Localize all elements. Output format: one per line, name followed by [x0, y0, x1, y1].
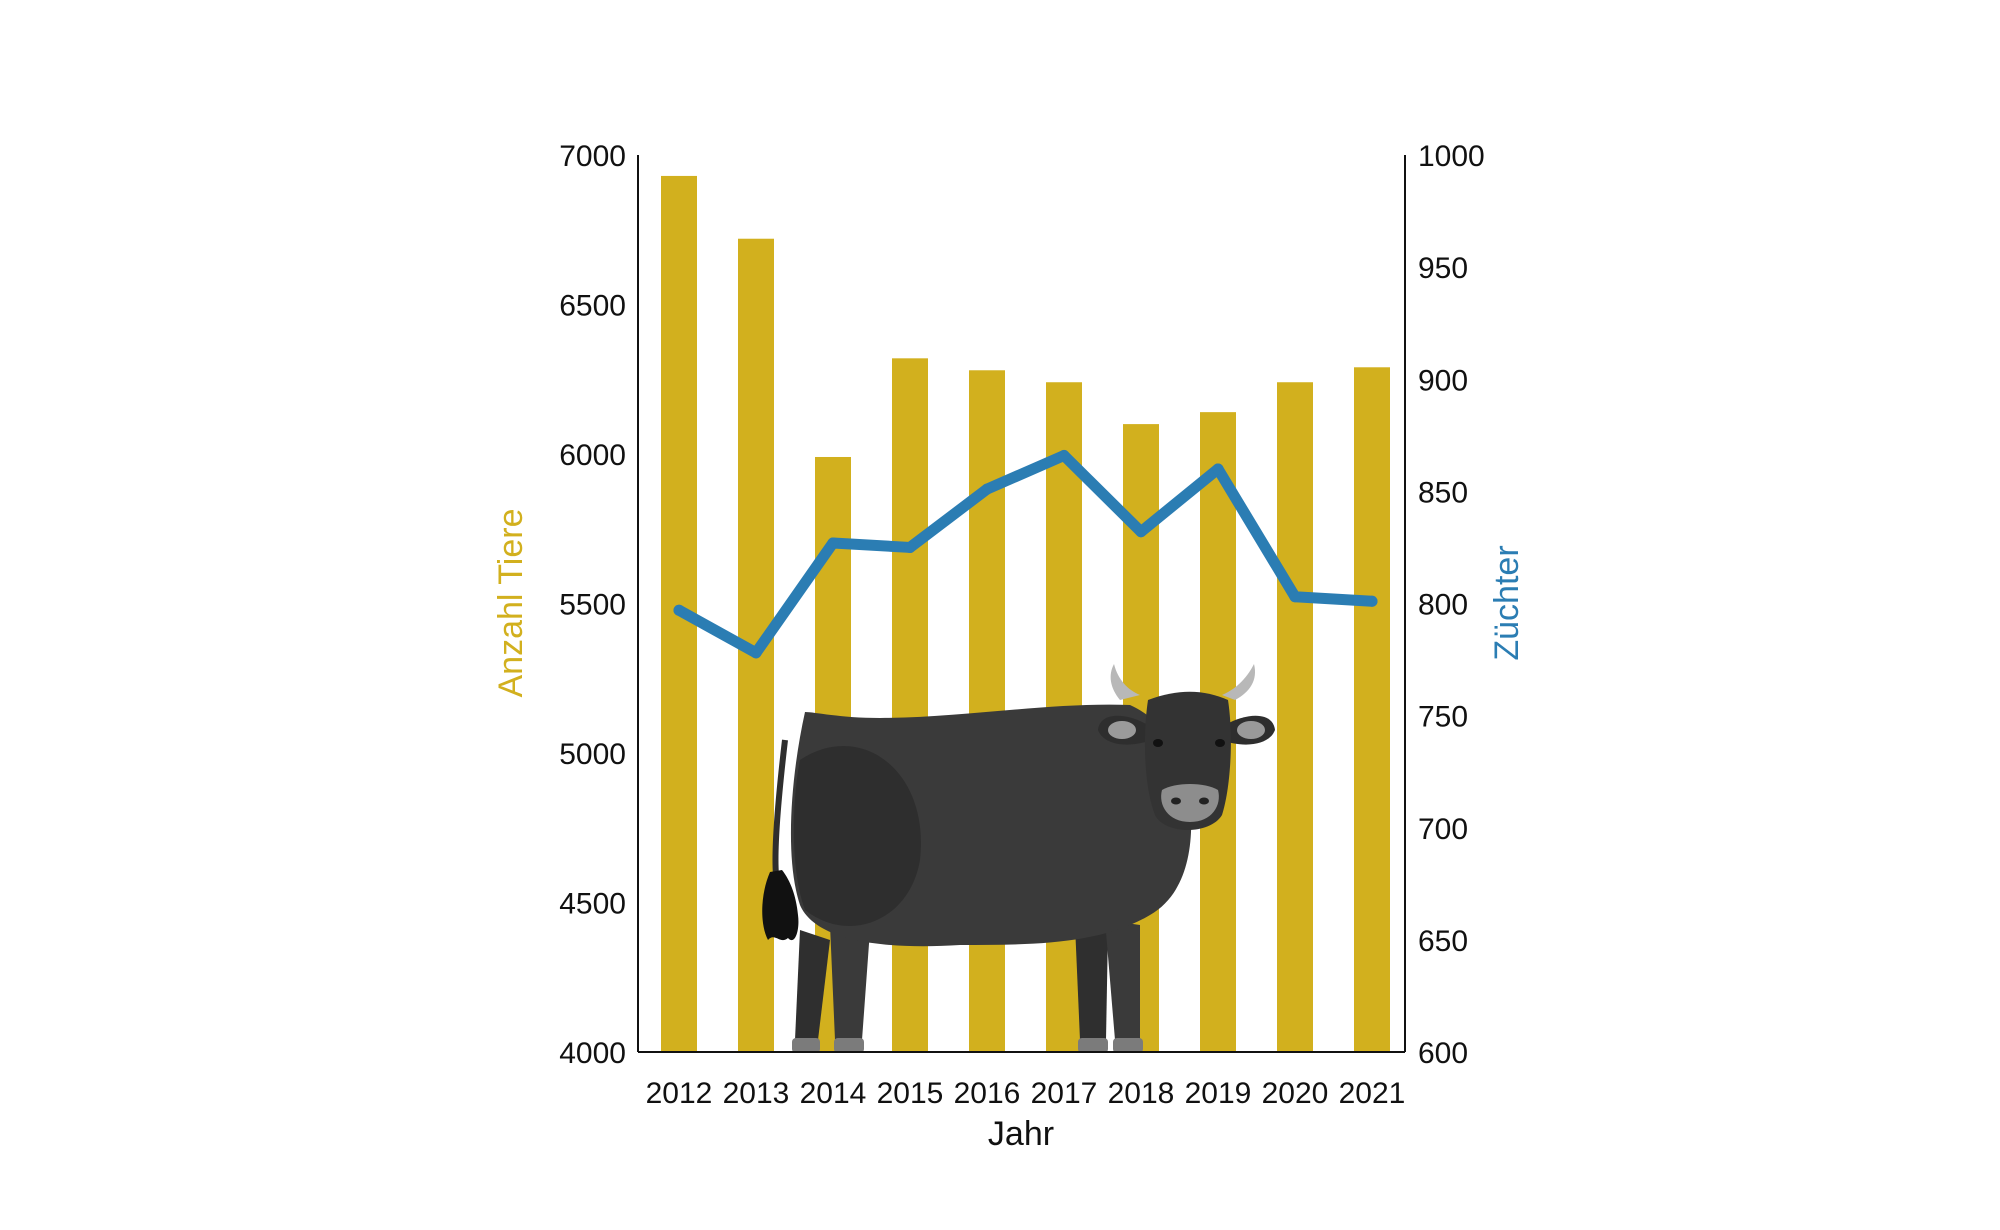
bar-2015: [892, 358, 928, 1052]
right-tick-650: 650: [1418, 925, 1468, 958]
left-tick-5000: 5000: [559, 738, 626, 771]
line-point-2015: [904, 541, 916, 553]
right-tick-700: 700: [1418, 813, 1468, 846]
left-tick-4000: 4000: [559, 1037, 626, 1070]
line-point-2021: [1366, 595, 1378, 607]
left-tick-4500: 4500: [559, 888, 626, 921]
x-tick-2013: 2013: [723, 1077, 790, 1110]
x-tick-2016: 2016: [954, 1077, 1021, 1110]
left-tick-5500: 5500: [559, 589, 626, 622]
line-point-2018: [1135, 526, 1147, 538]
right-tick-750: 750: [1418, 701, 1468, 734]
line-point-2014: [827, 537, 839, 549]
x-tick-2012: 2012: [646, 1077, 713, 1110]
y-left-axis-title: Anzahl Tiere: [492, 509, 530, 698]
bar-2021: [1354, 367, 1390, 1052]
x-axis-title: Jahr: [988, 1115, 1054, 1153]
x-tick-2015: 2015: [877, 1077, 944, 1110]
line-point-2013: [750, 647, 762, 659]
line-series: [673, 449, 1378, 659]
x-tick-2018: 2018: [1108, 1077, 1175, 1110]
left-tick-7000: 7000: [559, 140, 626, 173]
right-tick-1000: 1000: [1418, 140, 1485, 173]
line-point-2012: [673, 604, 685, 616]
y-right-axis-title: Züchter: [1488, 545, 1526, 660]
bar-2020: [1277, 382, 1313, 1052]
right-tick-800: 800: [1418, 589, 1468, 622]
right-tick-labels: 600 650 700 750 800 850 900 950 1000: [1418, 140, 1485, 1070]
x-tick-2017: 2017: [1031, 1077, 1098, 1110]
line-point-2020: [1289, 591, 1301, 603]
x-tick-2014: 2014: [800, 1077, 867, 1110]
x-tick-2019: 2019: [1185, 1077, 1252, 1110]
left-tick-6000: 6000: [559, 439, 626, 472]
line-group: [673, 449, 1378, 659]
right-tick-950: 950: [1418, 252, 1468, 285]
x-tick-2021: 2021: [1339, 1077, 1406, 1110]
left-tick-labels: 4000 4500 5000 5500 6000 6500 7000: [559, 140, 626, 1070]
x-tick-labels: 2012 2013 2014 2015 2016 2017 2018 2019 2020 2021: [646, 1077, 1406, 1110]
right-tick-900: 900: [1418, 364, 1468, 397]
left-tick-6500: 6500: [559, 290, 626, 323]
line-point-2019: [1212, 463, 1224, 475]
cow-illustration: [762, 664, 1275, 1053]
right-tick-600: 600: [1418, 1037, 1468, 1070]
right-tick-850: 850: [1418, 476, 1468, 509]
x-tick-2020: 2020: [1262, 1077, 1329, 1110]
line-point-2017: [1058, 449, 1070, 461]
line-point-2016: [981, 483, 993, 495]
